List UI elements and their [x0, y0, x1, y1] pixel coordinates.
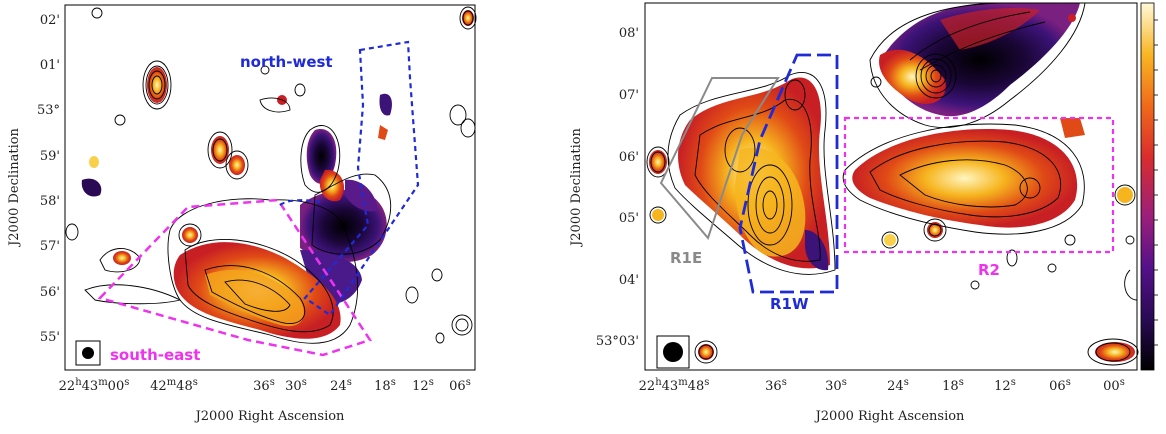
left-y-label: J2000 Declination — [7, 127, 22, 247]
svg-text:12s: 12s — [994, 377, 1016, 395]
svg-text:06s: 06s — [449, 377, 471, 395]
svg-text:24s: 24s — [887, 377, 909, 395]
svg-text:06': 06' — [619, 150, 639, 165]
svg-text:53°: 53° — [37, 103, 60, 118]
colorbar-ticks — [1154, 19, 1158, 346]
svg-text:24s: 24s — [330, 377, 352, 395]
r2-region — [843, 116, 1115, 254]
svg-text:08': 08' — [619, 26, 639, 41]
north-west-region-link — [279, 199, 321, 206]
svg-text:56': 56' — [40, 285, 60, 300]
left-y-axis: 02' 01' 53° 59' 58' 57' 56' 55' — [37, 13, 60, 345]
svg-text:02': 02' — [40, 13, 60, 28]
right-panel: R1E R1W R2 08' 07' 06' 05' 04' 53°03' J2… — [569, 2, 1158, 424]
svg-text:05': 05' — [619, 211, 639, 226]
svg-text:12s: 12s — [412, 377, 434, 395]
svg-text:30s: 30s — [285, 377, 307, 395]
r2-label: R2 — [978, 261, 1000, 279]
north-west-label: north-west — [240, 53, 333, 71]
south-east-label: south-east — [110, 346, 200, 364]
right-emission-map — [649, 3, 1135, 362]
svg-text:22h43m00s: 22h43m00s — [59, 377, 130, 395]
right-y-label: J2000 Declination — [569, 127, 584, 247]
svg-text:36s: 36s — [765, 377, 787, 395]
north-west-region — [303, 40, 420, 317]
svg-text:55': 55' — [40, 330, 60, 345]
svg-text:36s: 36s — [253, 377, 275, 395]
r1e-label: R1E — [670, 249, 702, 267]
svg-text:58': 58' — [40, 194, 60, 209]
south-east-region — [97, 198, 372, 357]
svg-text:22h43m48s: 22h43m48s — [639, 377, 710, 395]
svg-text:59': 59' — [40, 149, 60, 164]
left-panel: north-west south-east 02' 01' 53° 59' 58… — [7, 4, 477, 424]
left-x-label: J2000 Right Ascension — [194, 409, 345, 424]
right-x-axis: 22h43m48s 36s 30s 24s 18s 12s 06s 00s — [639, 377, 1125, 395]
svg-text:00s: 00s — [1103, 377, 1125, 395]
r1w-label: R1W — [770, 295, 809, 313]
r1w-region — [738, 53, 839, 294]
svg-text:30s: 30s — [825, 377, 847, 395]
svg-text:04': 04' — [619, 273, 639, 288]
right-y-axis: 08' 07' 06' 05' 04' 53°03' — [596, 26, 639, 349]
right-beam — [663, 342, 683, 362]
svg-text:53°03': 53°03' — [596, 334, 639, 349]
colorbar — [1140, 2, 1155, 371]
svg-text:57': 57' — [40, 239, 60, 254]
left-beam — [82, 347, 94, 359]
svg-text:07': 07' — [619, 88, 639, 103]
right-x-label: J2000 Right Ascension — [814, 409, 965, 424]
svg-text:01': 01' — [40, 58, 60, 73]
svg-text:42m48s: 42m48s — [150, 377, 198, 395]
svg-text:18s: 18s — [374, 377, 396, 395]
left-x-axis: 22h43m00s 42m48s 36s 30s 24s 18s 12s 06s — [59, 377, 471, 395]
r1e-region — [659, 77, 780, 240]
right-contours — [646, 2, 1139, 366]
svg-text:18s: 18s — [942, 377, 964, 395]
svg-text:06s: 06s — [1049, 377, 1071, 395]
